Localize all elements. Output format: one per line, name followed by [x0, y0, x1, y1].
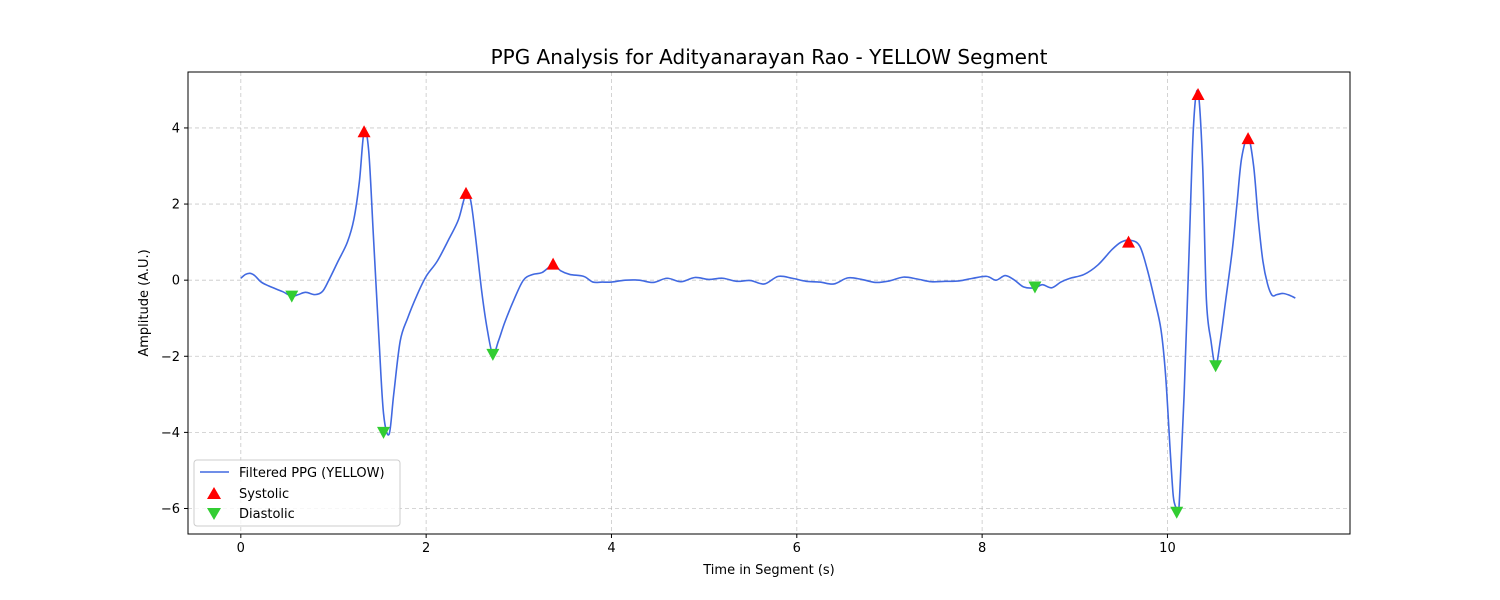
diastolic-point — [377, 426, 391, 439]
legend-diastolic-marker — [207, 508, 221, 520]
legend-label-filtered: Filtered PPG (YELLOW) — [239, 466, 385, 481]
systolic-point — [1191, 87, 1205, 100]
chart-title: PPG Analysis for Adityanarayan Rao - YEL… — [491, 45, 1048, 69]
y-tick-label: −6 — [161, 502, 180, 517]
grid — [188, 72, 1350, 534]
diastolic-point — [1209, 360, 1223, 373]
legend: Filtered PPG (YELLOW) Systolic Diastolic — [193, 459, 401, 527]
legend-label-systolic: Systolic — [239, 487, 289, 502]
systolic-point — [546, 257, 560, 270]
series-line-filtered-ppg — [240, 89, 1296, 515]
marker-layer — [285, 87, 1255, 519]
diastolic-point — [285, 290, 299, 303]
ticks: 0 2 4 6 8 10 −6 −4 −2 0 2 4 — [161, 121, 1176, 556]
diastolic-point — [1170, 506, 1184, 519]
y-tick-label: 2 — [172, 198, 180, 213]
x-axis-label: Time in Segment (s) — [702, 563, 834, 578]
systolic-point — [1241, 132, 1255, 145]
series-line-layer — [240, 89, 1296, 515]
x-tick-label: 6 — [793, 541, 801, 556]
legend-systolic-marker — [207, 487, 221, 499]
x-tick-label: 8 — [978, 541, 986, 556]
y-axis-label: Amplitude (A.U.) — [137, 249, 152, 356]
systolic-point — [459, 186, 473, 199]
legend-box — [193, 459, 401, 527]
x-tick-label: 10 — [1159, 541, 1176, 556]
y-tick-label: 0 — [172, 274, 180, 289]
systolic-point — [357, 125, 371, 138]
y-tick-label: 4 — [172, 121, 180, 136]
x-tick-label: 0 — [237, 541, 245, 556]
diastolic-point — [1028, 281, 1042, 294]
y-tick-label: −2 — [161, 350, 180, 365]
diastolic-point — [486, 348, 500, 361]
systolic-point — [1122, 235, 1136, 248]
x-tick-label: 2 — [422, 541, 430, 556]
x-tick-label: 4 — [607, 541, 615, 556]
y-tick-label: −4 — [161, 426, 180, 441]
plot-frame — [187, 71, 1351, 535]
legend-label-diastolic: Diastolic — [239, 507, 295, 522]
